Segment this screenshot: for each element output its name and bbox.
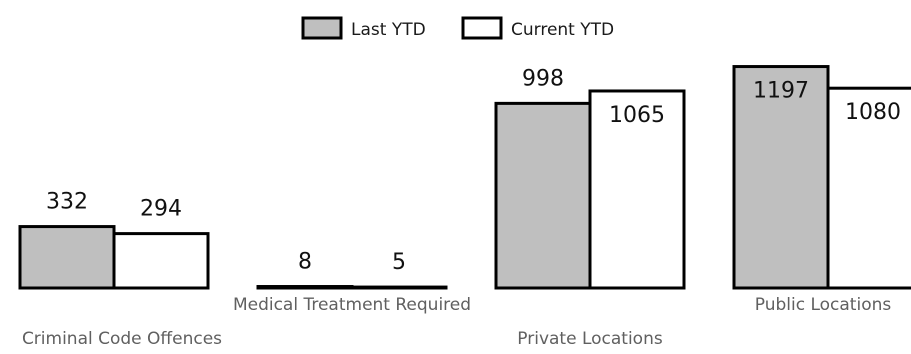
category-label-public-locations: Public Locations: [755, 295, 892, 315]
category-label-medical-treatment-required: Medical Treatment Required: [233, 295, 471, 315]
legend-swatch-last-ytd: [301, 16, 343, 40]
bar-public-locations-last-ytd: [732, 65, 830, 290]
legend-label-current-ytd: Current YTD: [511, 20, 614, 40]
bar-private-locations-current-ytd: [588, 89, 686, 290]
legend-swatch-current-ytd: [461, 16, 503, 40]
category-label-criminal-code-offences: Criminal Code Offences: [22, 329, 222, 349]
data-label-public-locations-last-ytd: 1197: [753, 79, 809, 104]
plot-area: 332 294 Criminal Code Offences 8 5 Medical Tr…: [18, 65, 911, 349]
bar-medical-treatment-required-last-ytd: [256, 285, 354, 290]
data-label-medical-treatment-required-current-ytd: 5: [392, 250, 406, 275]
data-label-private-locations-current-ytd: 1065: [609, 103, 665, 128]
data-label-public-locations-current-ytd: 1080: [845, 100, 901, 125]
bar-medical-treatment-required-current-ytd: [350, 285, 448, 290]
data-label-criminal-code-offences-current-ytd: 294: [140, 197, 182, 222]
bar-public-locations-current-ytd: [826, 86, 911, 290]
data-label-private-locations-last-ytd: 998: [522, 66, 564, 91]
bar-criminal-code-offences-current-ytd: [112, 232, 210, 290]
data-label-criminal-code-offences-last-ytd: 332: [46, 190, 88, 215]
bar-private-locations-last-ytd: [494, 101, 592, 290]
legend-label-last-ytd: Last YTD: [351, 20, 426, 40]
bar-criminal-code-offences-last-ytd: [18, 225, 116, 290]
legend: Last YTD Current YTD: [301, 16, 614, 40]
category-label-private-locations: Private Locations: [517, 329, 663, 349]
data-label-medical-treatment-required-last-ytd: 8: [298, 250, 312, 275]
